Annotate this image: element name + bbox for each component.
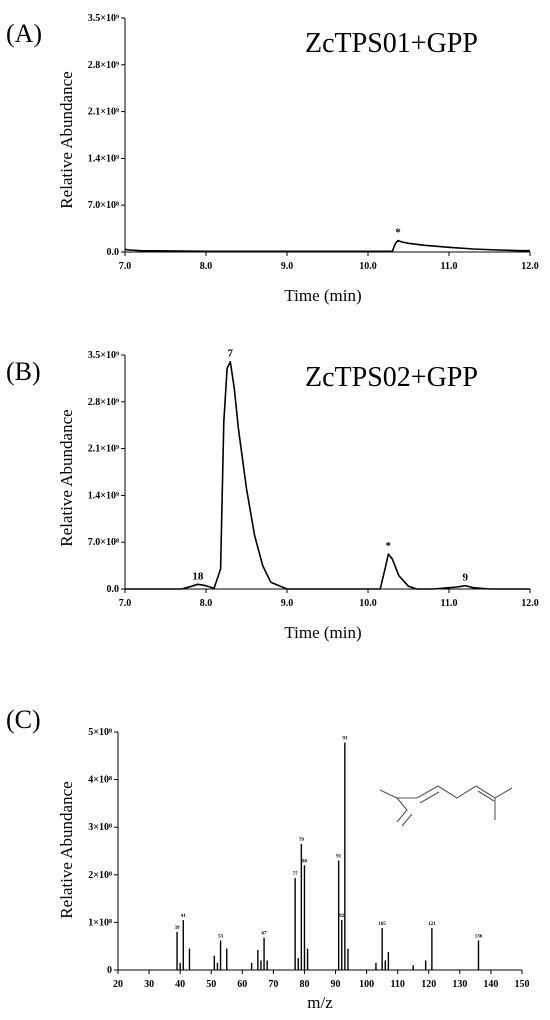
panel-c-label: (C)	[6, 705, 41, 734]
peak-label: *	[386, 540, 392, 552]
peak-mz-label: 80	[302, 859, 308, 864]
peak-mz-label: 93	[342, 736, 348, 741]
x-tick-label: 150	[515, 979, 530, 990]
panel-b-y-title: Relative Abundance	[57, 409, 76, 546]
x-tick-label: 110	[390, 979, 404, 990]
molecule-structure-bonds	[437, 785, 496, 799]
panel-b-peak-labels: 18 7 * 9	[192, 348, 468, 584]
x-tick-label: 12.0	[521, 598, 539, 609]
x-tick-label: 9.0	[281, 598, 294, 609]
panel-b: (B) ZcTPS02+GPP Relative Abundance Time …	[6, 348, 539, 642]
x-tick-label: 8.0	[200, 261, 213, 272]
x-tick-label: 90	[331, 979, 341, 990]
panel-c-x-title: m/z	[307, 993, 333, 1012]
y-tick-label: 4×10⁸	[88, 775, 112, 786]
panel-b-label: (B)	[6, 357, 41, 386]
y-tick-label: 7.0×10⁸	[88, 537, 119, 548]
x-tick-label: 140	[483, 979, 498, 990]
x-tick-label: 8.0	[200, 598, 213, 609]
molecule-structure-bonds	[379, 789, 398, 799]
peak-mz-label: 53	[218, 934, 224, 939]
panel-c-x-ticks: 20 30 40 50 60 70 80 90 100 110 120 130 140 150	[113, 970, 530, 990]
panel-a-title: ZcTPS01+GPP	[305, 28, 478, 59]
panel-b-title: ZcTPS02+GPP	[305, 362, 478, 393]
molecule-structure-bonds	[419, 791, 440, 804]
panel-c-spectrum-bars	[176, 742, 480, 970]
peak-mz-label: 67	[262, 932, 268, 937]
x-tick-label: 20	[113, 979, 123, 990]
panel-c-y-title: Relative Abundance	[57, 781, 76, 918]
x-tick-label: 7.0	[119, 598, 132, 609]
peak-label: *	[395, 227, 401, 239]
panel-c: (C) Relative Abundance m/z 20 30 40 50 60 70 8…	[6, 705, 530, 1012]
y-tick-label: 0.0	[107, 584, 120, 595]
y-tick-label: 2.1×10⁹	[88, 444, 119, 455]
x-tick-label: 120	[421, 979, 436, 990]
y-tick-label: 1.4×10⁹	[88, 153, 119, 164]
x-tick-label: 80	[299, 979, 309, 990]
peak-mz-label: 105	[378, 922, 386, 927]
y-tick-label: 3.5×10⁹	[88, 13, 119, 24]
panel-a-chromatogram-line	[124, 239, 530, 253]
y-tick-label: 2.8×10⁹	[88, 60, 119, 71]
peak-label: 9	[462, 572, 468, 584]
peak-mz-label: 79	[299, 838, 305, 843]
panel-a-y-ticks: 0.0 7.0×10⁸ 1.4×10⁹ 2.1×10⁹ 2.8×10⁹ 3.5×10⁹	[88, 13, 125, 258]
x-tick-label: 60	[237, 979, 247, 990]
peak-mz-label: 92	[339, 914, 345, 919]
peak-label: 7	[228, 348, 234, 360]
x-tick-label: 100	[359, 979, 374, 990]
y-tick-label: 1.4×10⁹	[88, 490, 119, 501]
x-tick-label: 30	[144, 979, 154, 990]
peak-mz-label: 39	[175, 926, 181, 931]
x-tick-label: 50	[206, 979, 216, 990]
x-tick-label: 11.0	[441, 598, 458, 609]
panel-a-x-ticks: 7.0 8.0 9.0 10.0 11.0 12.0	[119, 252, 539, 272]
panel-a-peak-labels: *	[395, 227, 401, 239]
panel-b-chromatogram-line	[125, 360, 530, 590]
peak-mz-label: 41	[181, 914, 187, 919]
panel-c-y-ticks: 0 1×10⁸ 2×10⁸ 3×10⁸ 4×10⁸ 5×10⁸	[88, 727, 118, 976]
peak-label: 18	[192, 570, 204, 582]
y-tick-label: 5×10⁸	[88, 727, 112, 738]
panel-b-x-title: Time (min)	[284, 623, 361, 642]
panel-a-y-title: Relative Abundance	[57, 71, 76, 208]
panel-a-x-title: Time (min)	[284, 286, 361, 305]
molecule-structure-bonds	[494, 787, 513, 799]
peak-mz-label: 91	[336, 855, 342, 860]
panel-c-peak-labels: 39 41 53 67 77 79 80 91 92 93 105 121 136	[175, 736, 483, 939]
molecule-structure-bonds	[477, 790, 495, 802]
x-tick-label: 12.0	[521, 261, 539, 272]
y-tick-label: 1×10⁸	[88, 917, 112, 928]
peak-mz-label: 136	[475, 934, 483, 939]
molecule-structure-bonds	[396, 797, 408, 823]
x-tick-label: 130	[452, 979, 467, 990]
x-tick-label: 9.0	[281, 261, 294, 272]
molecule-structure-bonds	[401, 813, 413, 827]
x-tick-label: 7.0	[119, 261, 132, 272]
panel-a: (A) ZcTPS01+GPP Relative Abundance Time …	[6, 13, 539, 305]
x-tick-label: 10.0	[359, 598, 377, 609]
x-tick-label: 10.0	[359, 261, 377, 272]
x-tick-label: 40	[175, 979, 185, 990]
y-tick-label: 2×10⁸	[88, 870, 112, 881]
molecule-structure-bonds	[397, 785, 439, 799]
y-tick-label: 3.5×10⁹	[88, 350, 119, 361]
molecule-structure	[379, 785, 513, 827]
panel-b-y-ticks: 0.0 7.0×10⁸ 1.4×10⁹ 2.1×10⁹ 2.8×10⁹ 3.5×10⁹	[88, 350, 125, 595]
y-tick-label: 2.1×10⁹	[88, 107, 119, 118]
y-tick-label: 0	[107, 965, 112, 976]
panel-b-x-ticks: 7.0 8.0 9.0 10.0 11.0 12.0	[119, 589, 539, 609]
y-tick-label: 3×10⁸	[88, 822, 112, 833]
y-tick-label: 0.0	[107, 247, 120, 258]
peak-mz-label: 121	[428, 922, 436, 927]
x-tick-label: 70	[268, 979, 278, 990]
x-tick-label: 11.0	[441, 261, 458, 272]
y-tick-label: 7.0×10⁸	[88, 200, 119, 211]
panel-a-label: (A)	[6, 19, 42, 48]
y-tick-label: 2.8×10⁹	[88, 397, 119, 408]
peak-mz-label: 77	[293, 872, 299, 877]
